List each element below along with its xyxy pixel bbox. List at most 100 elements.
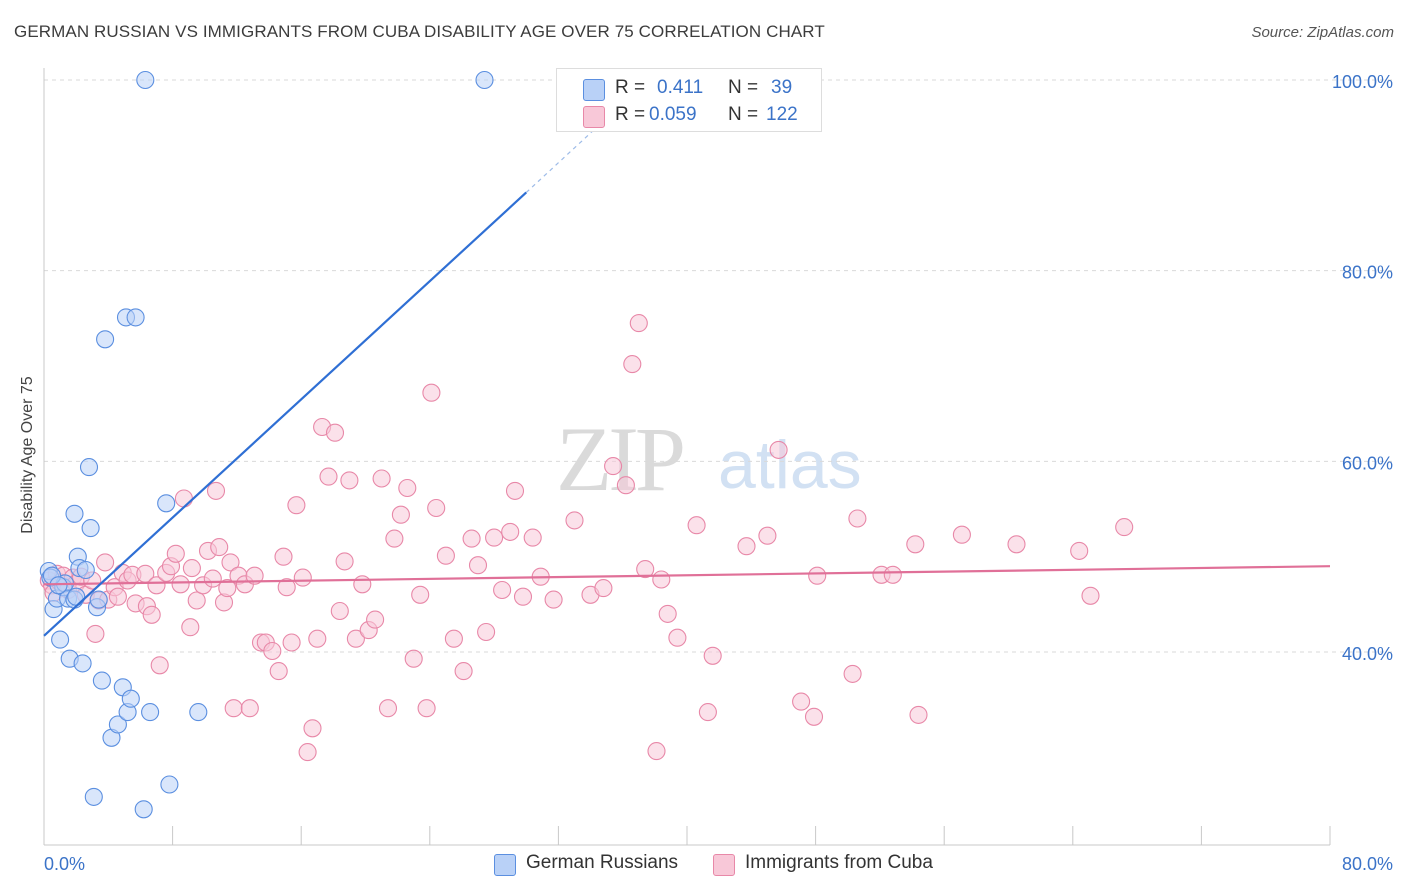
- point-immigrants-cuba: [411, 585, 430, 604]
- legend-n-label: N =: [728, 104, 759, 125]
- correlation-legend: R = 0.411 N = 39 R = 0.059 N = 122: [556, 68, 822, 132]
- y-tick-label: 100.0%: [1332, 72, 1393, 92]
- point-german-russians: [475, 70, 494, 90]
- x-tick-label: 0.0%: [44, 854, 85, 874]
- point-immigrants-cuba: [505, 481, 525, 500]
- point-immigrants-cuba: [378, 699, 398, 718]
- point-immigrants-cuba: [335, 552, 354, 571]
- point-immigrants-cuba: [647, 742, 666, 761]
- point-immigrants-cuba: [843, 664, 862, 683]
- point-german-russians: [136, 70, 155, 90]
- point-german-russians: [160, 775, 179, 794]
- point-german-russians: [73, 654, 92, 673]
- point-german-russians: [51, 630, 70, 649]
- point-immigrants-cuba: [477, 622, 496, 642]
- point-immigrants-cuba: [544, 590, 563, 609]
- point-immigrants-cuba: [1115, 518, 1134, 537]
- point-immigrants-cuba: [319, 467, 338, 486]
- point-immigrants-cuba: [263, 641, 282, 661]
- point-german-russians: [189, 703, 208, 722]
- point-german-russians: [49, 576, 68, 595]
- point-immigrants-cuba: [417, 699, 436, 718]
- point-german-russians: [134, 800, 153, 819]
- point-german-russians: [67, 587, 86, 606]
- point-immigrants-cuba: [86, 624, 105, 643]
- point-immigrants-cuba: [298, 743, 317, 762]
- point-immigrants-cuba: [245, 566, 264, 585]
- point-immigrants-cuba: [792, 692, 811, 711]
- point-immigrants-cuba: [269, 662, 288, 681]
- point-immigrants-cuba: [398, 478, 417, 498]
- point-immigrants-cuba: [737, 537, 756, 556]
- point-german-russians: [79, 458, 99, 477]
- point-immigrants-cuba: [668, 628, 687, 647]
- point-immigrants-cuba: [404, 649, 423, 668]
- point-immigrants-cuba: [277, 578, 296, 597]
- trendline-immigrants-cuba: [43, 565, 1331, 586]
- point-immigrants-cuba: [293, 568, 312, 587]
- legend-n-value: 122: [766, 104, 798, 125]
- legend-r-label: R =: [615, 77, 646, 98]
- point-german-russians: [141, 703, 160, 722]
- point-german-russians: [89, 590, 108, 609]
- point-immigrants-cuba: [952, 525, 971, 544]
- point-immigrants-cuba: [636, 560, 655, 579]
- point-immigrants-cuba: [769, 440, 788, 459]
- y-tick-label: 60.0%: [1342, 453, 1393, 473]
- point-immigrants-cuba: [616, 476, 635, 495]
- point-immigrants-cuba: [218, 579, 237, 598]
- point-immigrants-cuba: [372, 469, 391, 488]
- point-german-russians: [84, 787, 103, 806]
- point-immigrants-cuba: [147, 576, 166, 595]
- point-immigrants-cuba: [1070, 541, 1089, 560]
- point-immigrants-cuba: [808, 566, 827, 585]
- point-immigrants-cuba: [96, 553, 115, 572]
- bottom-legend-swatch-blue: [494, 854, 516, 876]
- point-immigrants-cuba: [171, 575, 190, 594]
- point-immigrants-cuba: [909, 705, 928, 724]
- point-immigrants-cuba: [422, 383, 441, 402]
- point-immigrants-cuba: [604, 457, 623, 476]
- point-immigrants-cuba: [182, 559, 201, 578]
- y-axis-label: Disability Age Over 75: [19, 376, 36, 534]
- point-immigrants-cuba: [224, 699, 243, 718]
- point-immigrants-cuba: [848, 509, 867, 528]
- point-german-russians: [76, 560, 95, 580]
- bottom-legend-swatch-pink: [713, 854, 735, 876]
- point-immigrants-cuba: [174, 489, 193, 508]
- point-immigrants-cuba: [303, 719, 322, 738]
- point-immigrants-cuba: [274, 547, 293, 566]
- point-immigrants-cuba: [703, 646, 722, 665]
- point-immigrants-cuba: [883, 565, 902, 584]
- point-immigrants-cuba: [758, 526, 777, 545]
- legend-n-label: N =: [728, 77, 759, 98]
- point-german-russians: [108, 715, 127, 734]
- point-immigrants-cuba: [181, 618, 200, 637]
- point-immigrants-cuba: [485, 528, 504, 547]
- watermark-zip: ZIP: [556, 408, 683, 510]
- point-immigrants-cuba: [385, 529, 404, 548]
- x-tick-label: 80.0%: [1342, 854, 1393, 874]
- point-immigrants-cuba: [210, 538, 229, 557]
- legend-r-value: 0.411: [657, 77, 704, 98]
- point-immigrants-cuba: [240, 699, 259, 718]
- bottom-legend-label: Immigrants from Cuba: [745, 852, 933, 873]
- point-immigrants-cuba: [353, 575, 372, 594]
- point-immigrants-cuba: [330, 601, 349, 621]
- watermark-atlas: atlas: [718, 427, 862, 503]
- point-immigrants-cuba: [436, 546, 455, 565]
- point-immigrants-cuba: [150, 656, 169, 675]
- point-immigrants-cuba: [340, 471, 359, 490]
- point-immigrants-cuba: [594, 579, 613, 598]
- point-immigrants-cuba: [906, 535, 925, 554]
- legend-swatch-pink: [583, 106, 605, 128]
- point-immigrants-cuba: [468, 556, 488, 575]
- point-immigrants-cuba: [462, 529, 481, 548]
- point-immigrants-cuba: [108, 587, 127, 606]
- point-immigrants-cuba: [687, 516, 706, 535]
- point-immigrants-cuba: [565, 511, 584, 530]
- point-immigrants-cuba: [187, 591, 206, 610]
- point-immigrants-cuba: [346, 629, 365, 648]
- trendline-german-russians: [43, 191, 527, 637]
